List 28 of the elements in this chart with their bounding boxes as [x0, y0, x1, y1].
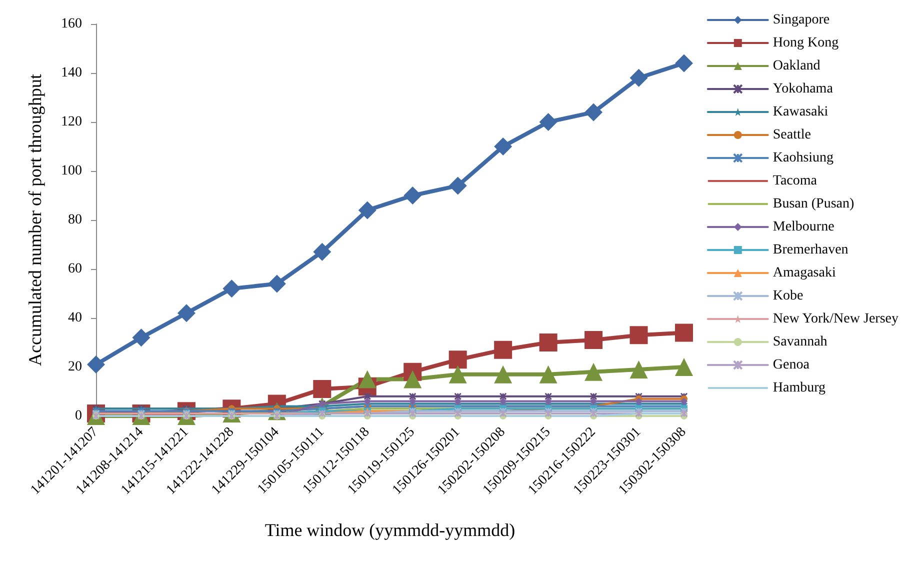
y-tick-label: 120 [61, 114, 82, 130]
y-tick-label: 100 [61, 164, 82, 178]
y-tick-label: 80 [68, 212, 82, 228]
legend-label: Seattle [772, 128, 811, 142]
legend-label: Hong Kong [772, 36, 839, 50]
legend-label: Kobe [772, 288, 804, 304]
y-tick-label: 40 [68, 310, 82, 326]
y-tick-label: 140 [61, 66, 82, 80]
legend-label: Tacoma [772, 174, 818, 188]
legend-label: Bremerhaven [772, 242, 848, 258]
legend-label: New York/New Jersey [772, 312, 898, 326]
y-tick-label: 0 [75, 408, 82, 424]
y-axis-title: Accumulated number of port throughput [25, 74, 45, 366]
y-tick-label: 160 [61, 16, 82, 32]
legend-label: Genoa [772, 358, 810, 372]
legend-label: Kaohsiung [772, 150, 834, 166]
legend-label: Hamburg [772, 380, 826, 396]
legend-label: Savannah [772, 334, 828, 350]
legend-label: Yokohama [772, 82, 834, 96]
legend-label: Amagasaki [772, 266, 836, 280]
legend-label: Kawasaki [772, 104, 828, 120]
x-axis-title: Time window (yymmdd-yymmdd) [264, 520, 516, 540]
legend-label: Melbourne [772, 220, 834, 234]
legend-label: Oakland [772, 58, 820, 74]
y-tick-label: 20 [68, 360, 82, 374]
legend-label: Singapore [772, 12, 830, 28]
y-tick-label: 60 [68, 262, 82, 276]
legend-label: Busan (Pusan) [772, 196, 854, 212]
